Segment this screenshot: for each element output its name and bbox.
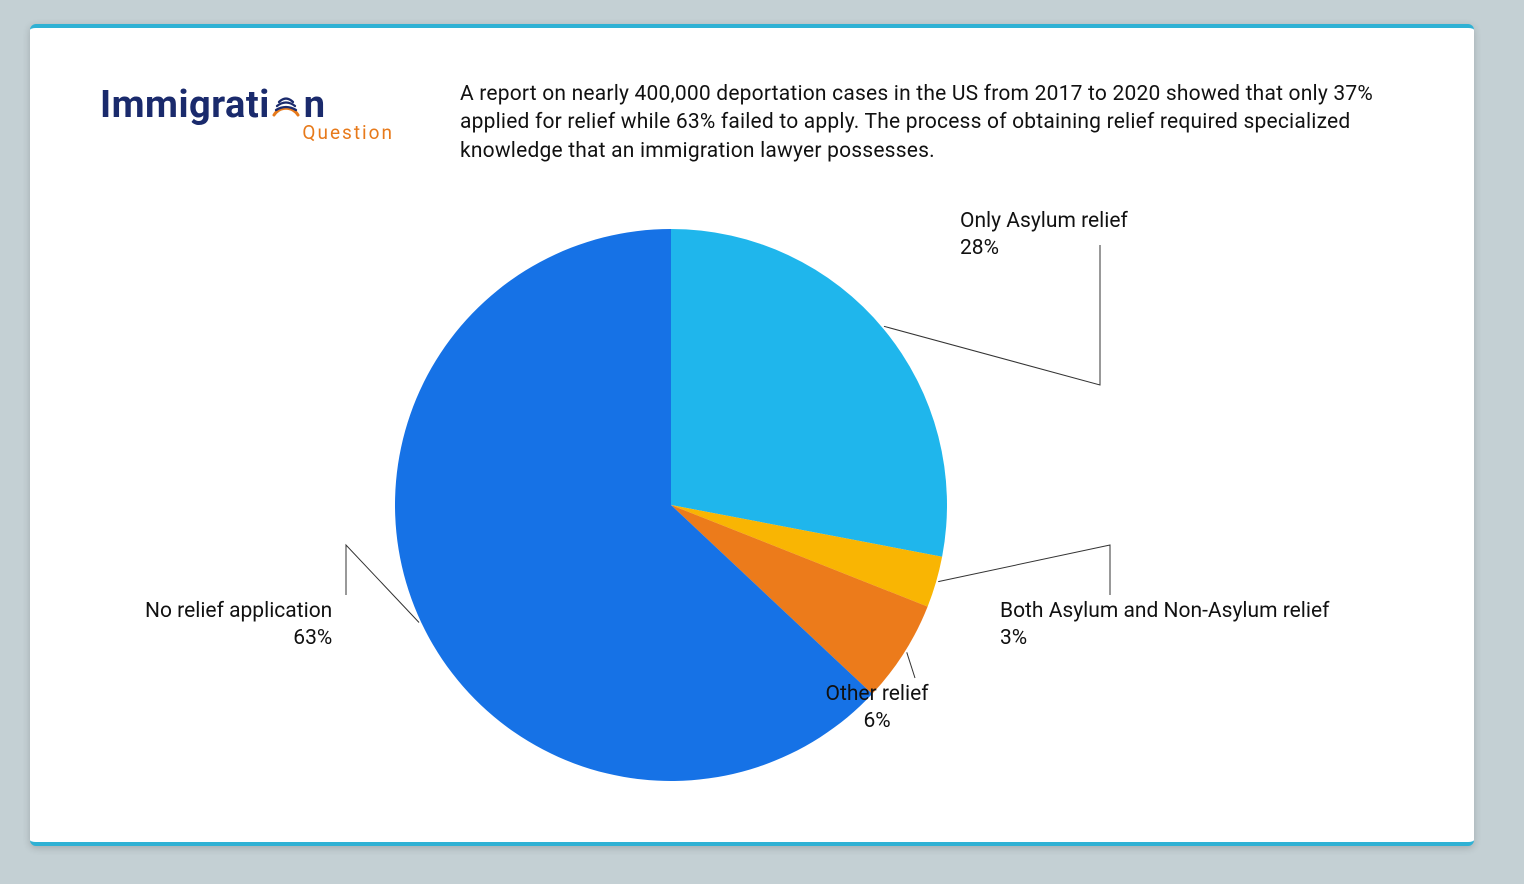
leader-line (884, 245, 1100, 385)
card: Immigrati n Question A report on nearly … (30, 24, 1474, 846)
logo: Immigrati n Question (100, 83, 400, 144)
slice-label-text: Both Asylum and Non-Asylum relief (1000, 599, 1329, 623)
logo-text-1: Immigrati (100, 83, 270, 127)
globe-icon (270, 93, 302, 125)
slice-label-pct: 3% (1000, 625, 1329, 652)
leader-line (907, 652, 915, 678)
leader-line (938, 545, 1110, 595)
slice-label-pct: 6% (826, 708, 929, 735)
slice-label-text: No relief application (145, 599, 332, 623)
slice-label-pct: 63% (145, 625, 332, 652)
slice-label: No relief application63% (145, 598, 332, 653)
slice-label-text: Only Asylum relief (960, 209, 1128, 233)
slice-label: Only Asylum relief28% (960, 208, 1128, 263)
slice-label: Other relief6% (826, 681, 929, 736)
slice-label-text: Other relief (826, 682, 929, 706)
slice-label-pct: 28% (960, 235, 1128, 262)
pie-chart (30, 198, 1474, 818)
slice-label: Both Asylum and Non-Asylum relief3% (1000, 598, 1329, 653)
description-text: A report on nearly 400,000 deportation c… (460, 80, 1380, 165)
pie-slice (671, 229, 947, 557)
